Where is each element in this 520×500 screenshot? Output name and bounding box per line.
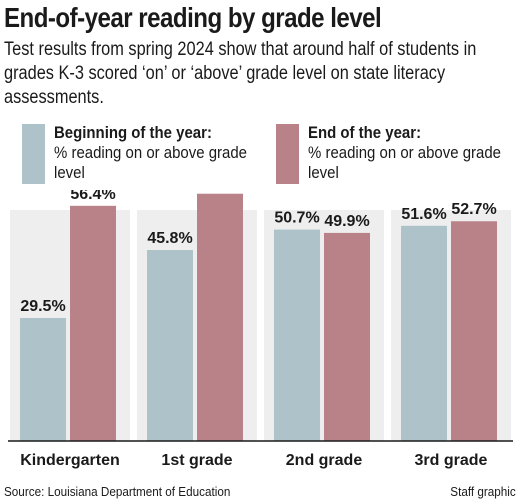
legend-label-end: End of the year: % reading on or above g… (308, 123, 510, 183)
data-label-1st-grade-beginning: 45.8% (147, 230, 192, 247)
source-note: Source: Louisiana Department of Educatio… (4, 484, 231, 499)
legend-lead-beginning: Beginning of the year: (54, 123, 212, 142)
staff-credit: Staff graphic (450, 484, 516, 499)
bar-3rd-grade-end (451, 221, 497, 441)
category-label-2nd-grade: 2nd grade (286, 452, 363, 469)
bar-kindergarten-beginning (20, 317, 66, 441)
legend-lead-end: End of the year: (308, 123, 422, 142)
category-label-3rd-grade: 3rd grade (415, 452, 488, 469)
bar-kindergarten-end (70, 205, 116, 441)
bar-2nd-grade-beginning (274, 229, 320, 441)
bar-1st-grade-end (197, 193, 243, 441)
legend-swatch-beginning (22, 124, 45, 184)
bar-1st-grade-beginning (147, 250, 193, 441)
chart-subtitle: Test results from spring 2024 show that … (4, 39, 477, 108)
data-label-kindergarten-end: 56.4% (70, 190, 115, 203)
category-label-kindergarten: Kindergarten (20, 452, 120, 469)
data-label-3rd-grade-end: 52.7% (451, 201, 496, 218)
chart-title: End-of-year reading by grade level (4, 2, 382, 33)
legend-desc-beginning: % reading on or above grade level (54, 143, 247, 182)
data-label-2nd-grade-beginning: 50.7% (274, 210, 319, 227)
legend-label-beginning: Beginning of the year: % reading on or a… (54, 123, 256, 183)
data-label-2nd-grade-end: 49.9% (324, 213, 369, 230)
bar-2nd-grade-end (324, 232, 370, 441)
bar-3rd-grade-beginning (401, 225, 447, 441)
data-label-3rd-grade-beginning: 51.6% (401, 206, 446, 223)
category-label-1st-grade: 1st grade (161, 452, 232, 469)
data-label-1st-grade-end: 59.3% (197, 190, 242, 191)
legend-swatch-end (276, 124, 299, 184)
bar-chart: 29.5% 56.4% Kindergarten 45.8% 59.3% 1st grad… (8, 190, 513, 469)
data-label-kindergarten-beginning: 29.5% (20, 298, 65, 315)
legend-desc-end: % reading on or above grade level (308, 143, 501, 182)
